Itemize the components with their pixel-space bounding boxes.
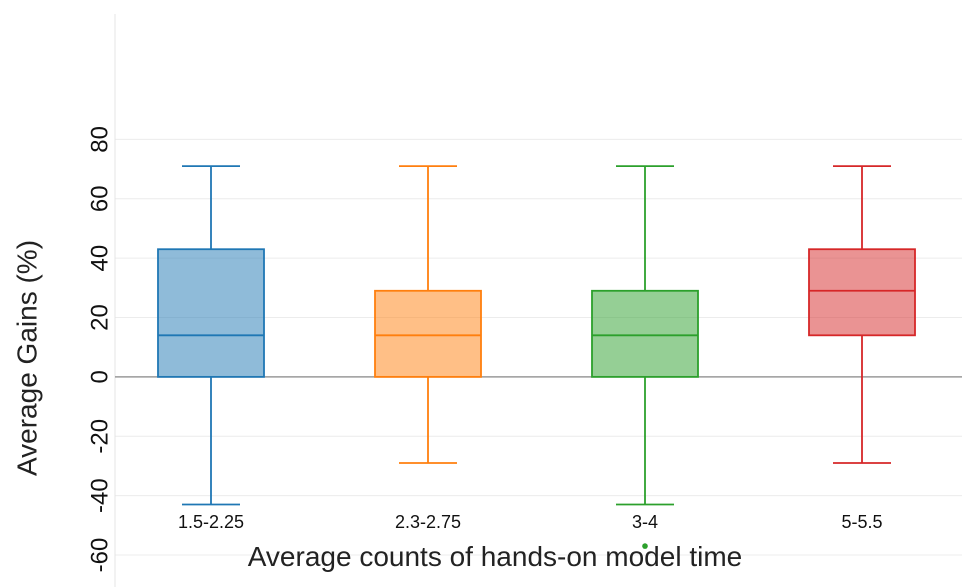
- x-category-label: 1.5-2.25: [178, 512, 244, 532]
- box-2: [374, 165, 482, 464]
- y-tick-label: 60: [87, 185, 114, 212]
- y-tick-label: 20: [87, 304, 114, 331]
- x-category-labels: 1.5-2.25 2.3-2.75 3-4 5-5.5: [178, 512, 883, 532]
- x-category-label: 5-5.5: [841, 512, 882, 532]
- x-category-label: 2.3-2.75: [395, 512, 461, 532]
- y-axis-title: Average Gains (%): [12, 240, 43, 476]
- y-tick-label: -40: [87, 478, 114, 513]
- y-tick-label: 80: [87, 126, 114, 153]
- interquartile-box: [374, 289, 482, 378]
- interquartile-box: [808, 248, 916, 337]
- x-axis-title: Average counts of hands-on model time: [248, 541, 742, 572]
- boxes: [157, 165, 916, 549]
- interquartile-box: [591, 289, 699, 378]
- box-1: [157, 165, 265, 506]
- y-tick-label: -60: [87, 538, 114, 573]
- interquartile-box: [157, 248, 265, 378]
- outlier-point: [642, 543, 648, 549]
- x-category-label: 3-4: [632, 512, 658, 532]
- y-tick-label: 40: [87, 245, 114, 272]
- box-4: [808, 165, 916, 464]
- box-3: [591, 165, 699, 549]
- y-tick-label: -20: [87, 419, 114, 454]
- y-tick-label: 0: [87, 370, 114, 383]
- y-tick-labels: -60 -40 -20 0 20 40 60 80: [87, 126, 114, 572]
